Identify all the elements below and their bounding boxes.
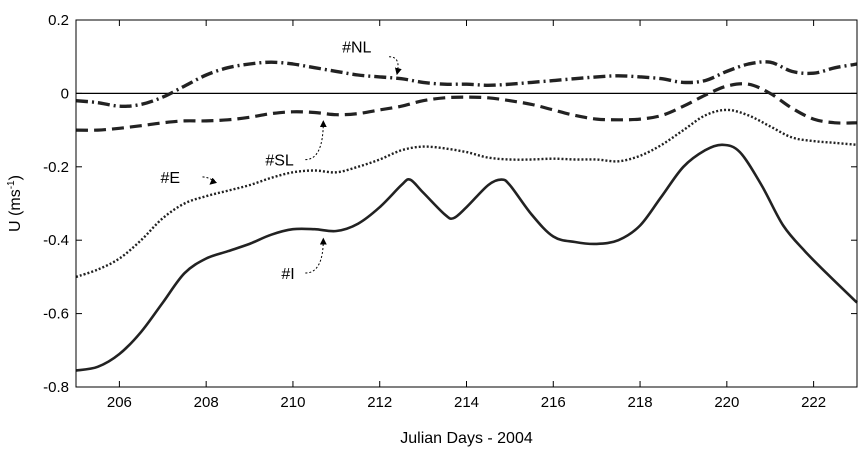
annotation-label-sl: #SL xyxy=(265,153,294,170)
x-tick-label: 220 xyxy=(714,394,739,411)
x-tick-label: 214 xyxy=(454,394,479,411)
x-axis-label: Julian Days - 2004 xyxy=(400,430,533,447)
x-tick-label: 212 xyxy=(367,394,392,411)
x-tick-label: 210 xyxy=(280,394,305,411)
y-axis-label-superscript: -1 xyxy=(6,180,17,189)
annotation-arrow-nl xyxy=(389,56,402,76)
y-tick-label: 0 xyxy=(61,85,69,102)
y-axis-label-close: ) xyxy=(7,175,24,180)
y-tick-label: 0.2 xyxy=(48,12,69,29)
series-line-e xyxy=(75,108,858,279)
annotation-arrow-e xyxy=(202,176,218,185)
y-axis-label: U (ms-1) xyxy=(6,175,24,232)
x-tick-label: 218 xyxy=(628,394,653,411)
annotation-label-e: #E xyxy=(161,170,181,187)
y-tick-label: -0.6 xyxy=(43,306,69,323)
x-tick-label: 216 xyxy=(541,394,566,411)
annotation-arrow-sl xyxy=(305,120,327,161)
tick-layer: 206 208 210 212 214 216 218 220 222 0.2 0 -0.2 -0.4 -… xyxy=(43,12,857,411)
y-tick-label: -0.2 xyxy=(43,159,69,176)
x-tick-label: 206 xyxy=(107,394,132,411)
annotation-arrow-i xyxy=(305,237,327,274)
series-layer xyxy=(75,60,858,372)
annotation-label-i: #I xyxy=(281,266,294,283)
x-tick-label: 208 xyxy=(194,394,219,411)
series-line-nl xyxy=(75,60,858,108)
y-axis-label-main: U (ms xyxy=(7,189,24,232)
plot-frame xyxy=(75,19,858,388)
y-tick-label: -0.4 xyxy=(43,232,69,249)
x-tick-label: 222 xyxy=(801,394,826,411)
series-line-i xyxy=(75,143,858,372)
annotation-layer: #NL #SL #E #I xyxy=(161,40,402,283)
series-line-sl xyxy=(75,82,858,132)
annotation-label-nl: #NL xyxy=(342,40,371,57)
y-tick-label: -0.8 xyxy=(43,379,69,396)
